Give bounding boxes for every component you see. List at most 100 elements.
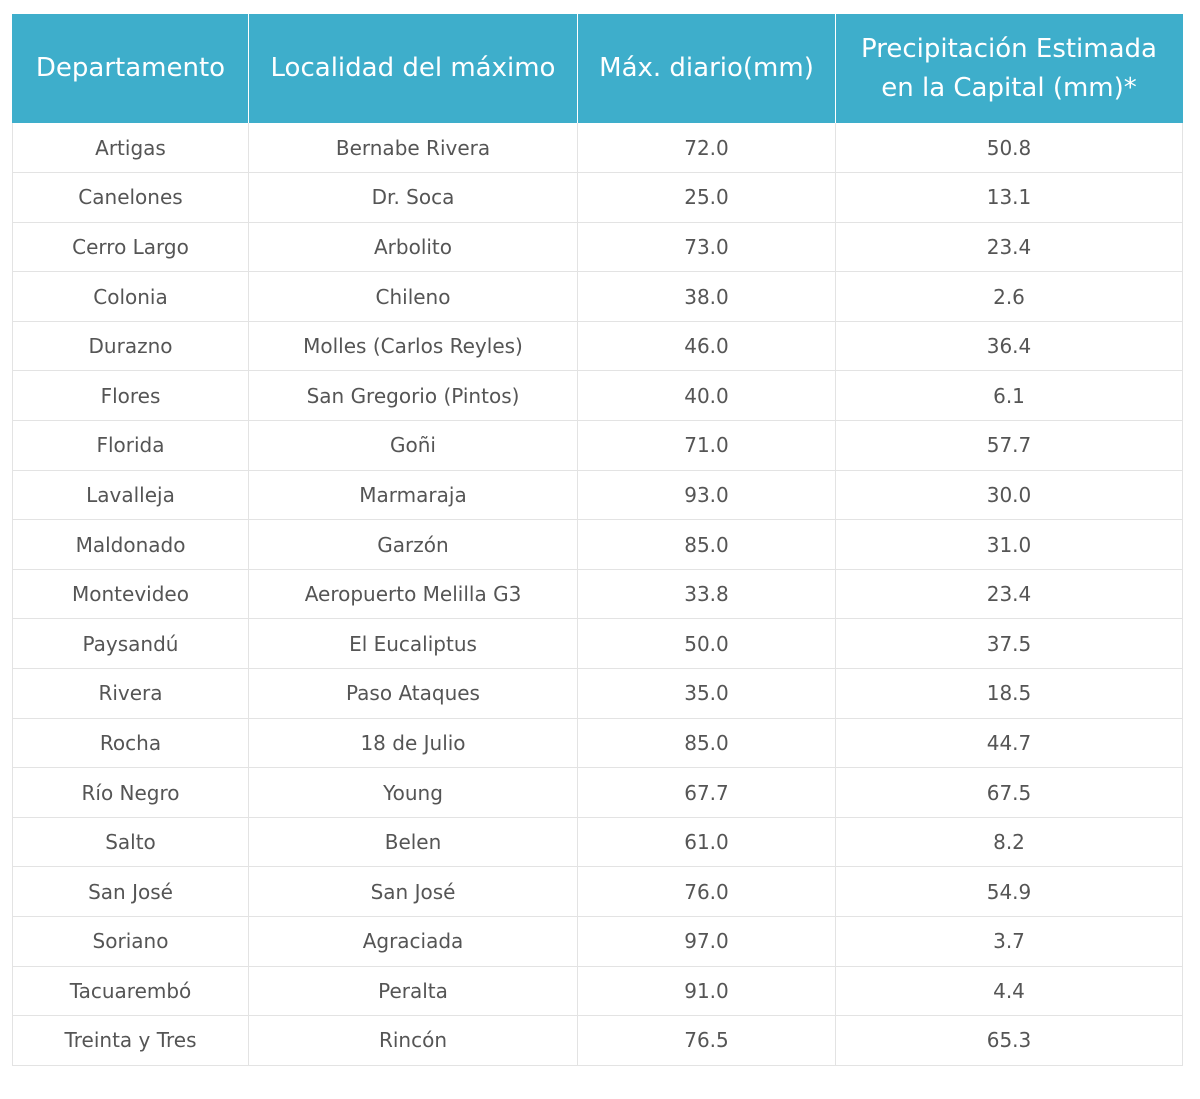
cell-max-diario: 33.8 xyxy=(577,568,836,620)
cell-precipitacion: 23.4 xyxy=(835,568,1183,620)
cell-precipitacion: 18.5 xyxy=(835,668,1183,719)
cell-precipitacion: 57.7 xyxy=(835,420,1183,471)
cell-departamento: Paysandú xyxy=(12,618,249,670)
table-body: Artigas Bernabe Rivera 72.0 50.8 Canelones Dr… xyxy=(12,123,1183,1066)
table-row: Colonia Chileno 38.0 2.6 xyxy=(12,271,1183,322)
cell-localidad: Young xyxy=(248,767,578,818)
cell-max-diario: 50.0 xyxy=(577,618,836,670)
table-row: Tacuarembó Peralta 91.0 4.4 xyxy=(12,965,1183,1017)
cell-max-diario: 35.0 xyxy=(577,668,836,719)
cell-departamento: Lavalleja xyxy=(12,469,249,521)
table-row: Canelones Dr. Soca 25.0 13.1 xyxy=(12,172,1183,223)
cell-localidad: Garzón xyxy=(248,519,578,570)
cell-precipitacion: 30.0 xyxy=(835,469,1183,521)
cell-max-diario: 71.0 xyxy=(577,420,836,471)
cell-precipitacion: 3.7 xyxy=(835,916,1183,967)
cell-max-diario: 91.0 xyxy=(577,965,836,1017)
cell-departamento: Artigas xyxy=(12,123,249,174)
header-row: Departamento Localidad del máximo Máx. d… xyxy=(12,14,1183,123)
table-row: Cerro Largo Arbolito 73.0 23.4 xyxy=(12,221,1183,273)
cell-localidad: El Eucaliptus xyxy=(248,618,578,670)
table-row: Montevideo Aeropuerto Melilla G3 33.8 23.4 xyxy=(12,568,1183,620)
cell-precipitacion: 44.7 xyxy=(835,717,1183,769)
table-row: Treinta y Tres Rincón 76.5 65.3 xyxy=(12,1015,1183,1066)
table-row: Paysandú El Eucaliptus 50.0 37.5 xyxy=(12,618,1183,670)
cell-max-diario: 76.0 xyxy=(577,866,836,917)
cell-max-diario: 38.0 xyxy=(577,271,836,322)
table-row: Rocha 18 de Julio 85.0 44.7 xyxy=(12,717,1183,769)
cell-precipitacion: 67.5 xyxy=(835,767,1183,818)
cell-departamento: Soriano xyxy=(12,916,249,967)
precipitation-table: Departamento Localidad del máximo Máx. d… xyxy=(12,14,1183,1066)
cell-max-diario: 73.0 xyxy=(577,221,836,273)
cell-max-diario: 72.0 xyxy=(577,123,836,174)
cell-departamento: Flores xyxy=(12,370,249,422)
column-header-precipitacion-estimada: Precipitación Estimada en la Capital (mm… xyxy=(835,14,1183,123)
cell-max-diario: 76.5 xyxy=(577,1015,836,1066)
cell-departamento: Río Negro xyxy=(12,767,249,818)
cell-departamento: Florida xyxy=(12,420,249,471)
cell-precipitacion: 8.2 xyxy=(835,816,1183,868)
cell-precipitacion: 36.4 xyxy=(835,320,1183,372)
cell-departamento: Montevideo xyxy=(12,568,249,620)
cell-precipitacion: 31.0 xyxy=(835,519,1183,570)
table-row: Rivera Paso Ataques 35.0 18.5 xyxy=(12,668,1183,719)
cell-departamento: Salto xyxy=(12,816,249,868)
precipitation-table-container: Departamento Localidad del máximo Máx. d… xyxy=(12,14,1183,1066)
cell-max-diario: 85.0 xyxy=(577,519,836,570)
table-row: Maldonado Garzón 85.0 31.0 xyxy=(12,519,1183,570)
cell-max-diario: 97.0 xyxy=(577,916,836,967)
cell-departamento: Rivera xyxy=(12,668,249,719)
column-header-max-diario: Máx. diario(mm) xyxy=(577,14,836,123)
cell-localidad: Molles (Carlos Reyles) xyxy=(248,320,578,372)
cell-precipitacion: 13.1 xyxy=(835,172,1183,223)
cell-precipitacion: 37.5 xyxy=(835,618,1183,670)
table-row: Durazno Molles (Carlos Reyles) 46.0 36.4 xyxy=(12,320,1183,372)
cell-departamento: Tacuarembó xyxy=(12,965,249,1017)
table-row: Soriano Agraciada 97.0 3.7 xyxy=(12,916,1183,967)
cell-max-diario: 67.7 xyxy=(577,767,836,818)
cell-max-diario: 85.0 xyxy=(577,717,836,769)
cell-max-diario: 61.0 xyxy=(577,816,836,868)
cell-max-diario: 40.0 xyxy=(577,370,836,422)
table-row: Lavalleja Marmaraja 93.0 30.0 xyxy=(12,469,1183,521)
cell-localidad: Belen xyxy=(248,816,578,868)
cell-precipitacion: 54.9 xyxy=(835,866,1183,917)
table-row: Río Negro Young 67.7 67.5 xyxy=(12,767,1183,818)
cell-localidad: Marmaraja xyxy=(248,469,578,521)
cell-departamento: Rocha xyxy=(12,717,249,769)
cell-precipitacion: 2.6 xyxy=(835,271,1183,322)
cell-departamento: Maldonado xyxy=(12,519,249,570)
cell-localidad: Arbolito xyxy=(248,221,578,273)
cell-departamento: Colonia xyxy=(12,271,249,322)
cell-precipitacion: 23.4 xyxy=(835,221,1183,273)
cell-departamento: San José xyxy=(12,866,249,917)
column-header-departamento: Departamento xyxy=(12,14,249,123)
column-header-localidad: Localidad del máximo xyxy=(248,14,578,123)
cell-departamento: Durazno xyxy=(12,320,249,372)
cell-localidad: 18 de Julio xyxy=(248,717,578,769)
table-row: San José San José 76.0 54.9 xyxy=(12,866,1183,917)
cell-localidad: Aeropuerto Melilla G3 xyxy=(248,568,578,620)
table-row: Florida Goñi 71.0 57.7 xyxy=(12,420,1183,471)
cell-precipitacion: 65.3 xyxy=(835,1015,1183,1066)
table-row: Salto Belen 61.0 8.2 xyxy=(12,816,1183,868)
cell-localidad: Chileno xyxy=(248,271,578,322)
cell-localidad: Paso Ataques xyxy=(248,668,578,719)
cell-departamento: Canelones xyxy=(12,172,249,223)
cell-localidad: Dr. Soca xyxy=(248,172,578,223)
cell-departamento: Treinta y Tres xyxy=(12,1015,249,1066)
cell-max-diario: 25.0 xyxy=(577,172,836,223)
cell-localidad: Agraciada xyxy=(248,916,578,967)
cell-localidad: Bernabe Rivera xyxy=(248,123,578,174)
cell-max-diario: 46.0 xyxy=(577,320,836,372)
cell-precipitacion: 4.4 xyxy=(835,965,1183,1017)
cell-precipitacion: 50.8 xyxy=(835,123,1183,174)
cell-localidad: San José xyxy=(248,866,578,917)
table-row: Artigas Bernabe Rivera 72.0 50.8 xyxy=(12,123,1183,174)
cell-precipitacion: 6.1 xyxy=(835,370,1183,422)
cell-localidad: Peralta xyxy=(248,965,578,1017)
cell-max-diario: 93.0 xyxy=(577,469,836,521)
cell-localidad: Goñi xyxy=(248,420,578,471)
cell-departamento: Cerro Largo xyxy=(12,221,249,273)
